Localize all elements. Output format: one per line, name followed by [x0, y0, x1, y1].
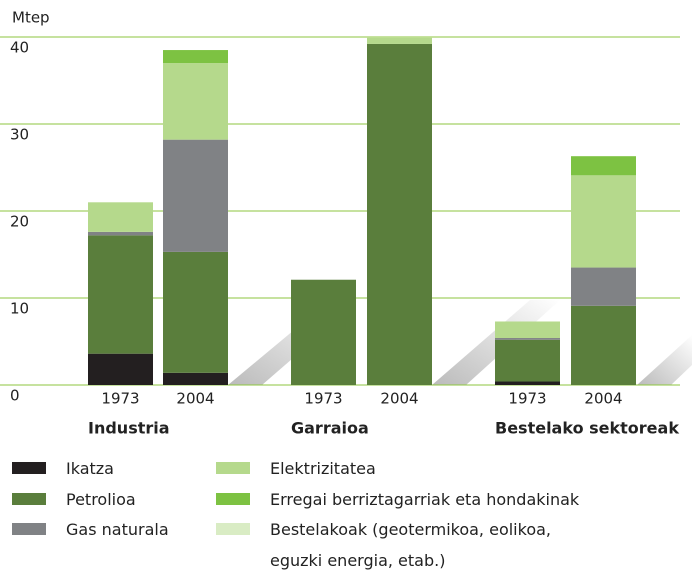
bar-segment [291, 279, 356, 385]
legend-swatch [12, 492, 46, 505]
x-tick-label: 1973 [508, 390, 546, 408]
bar-segment [495, 339, 560, 382]
legend-item: Gas naturala [12, 514, 169, 545]
bar-segment [571, 267, 636, 306]
y-tick-label: 10 [10, 300, 29, 318]
bar-segment [367, 43, 432, 386]
legend-swatch [12, 523, 46, 535]
y-tick-label: 20 [10, 213, 29, 231]
legend-label: Petrolioa [66, 489, 136, 509]
chart: Mtep 0 10 20 30 40 1973 2004 1973 2004 1973 2004 In… [0, 9, 692, 438]
legend-label: Ikatza [66, 459, 114, 478]
bar-segment [571, 305, 636, 385]
bar-segment [163, 63, 228, 140]
group-label: Industria [88, 419, 170, 438]
legend-label: Gas naturala [66, 520, 169, 539]
bar-segment [88, 202, 153, 232]
x-tick-label: 2004 [380, 390, 418, 408]
bar-segment [495, 321, 560, 339]
legend-label: Elektrizitatea [270, 459, 376, 478]
x-tick-label: 1973 [304, 390, 342, 408]
legend-swatch [216, 523, 250, 535]
group-label: Garraioa [291, 419, 369, 438]
legend-swatch [12, 462, 46, 474]
y-axis-label: Mtep [12, 9, 50, 27]
y-tick-label: 0 [10, 387, 20, 405]
legend-swatch [216, 492, 250, 505]
bar-segment [495, 381, 560, 385]
x-tick-label: 2004 [176, 390, 214, 408]
bar-segment [163, 372, 228, 385]
bar-segment [495, 338, 560, 340]
y-tick-label: 40 [10, 39, 29, 57]
legend-item: Elektrizitatea [216, 453, 600, 484]
x-tick-label: 1973 [101, 390, 139, 408]
bar-segment [163, 251, 228, 373]
x-tick-label: 2004 [584, 390, 622, 408]
group-label: Bestelako sektoreak [495, 419, 679, 438]
legend-item: Erregai berriztagarriak eta hondakinak [216, 484, 600, 515]
legend-label: Bestelakoak (geotermikoa, eolikoa, eguzk… [270, 520, 551, 570]
bar-segment [88, 235, 153, 354]
legend-item: Petrolioa [12, 484, 136, 515]
bar-segment [163, 50, 228, 64]
bar-segment [367, 37, 432, 44]
legend-item: Bestelakoak (geotermikoa, eolikoa, eguzk… [216, 514, 600, 576]
legend-item: Ikatza [12, 453, 114, 484]
legend-label: Erregai berriztagarriak eta hondakinak [270, 489, 580, 509]
shadow [637, 335, 692, 385]
bar-segment [571, 175, 636, 268]
legend-swatch [216, 462, 250, 474]
bar-segment [571, 156, 636, 176]
bar-segment [163, 139, 228, 252]
bar-segment [88, 353, 153, 385]
bar-segment [88, 231, 153, 236]
y-tick-label: 30 [10, 126, 29, 144]
